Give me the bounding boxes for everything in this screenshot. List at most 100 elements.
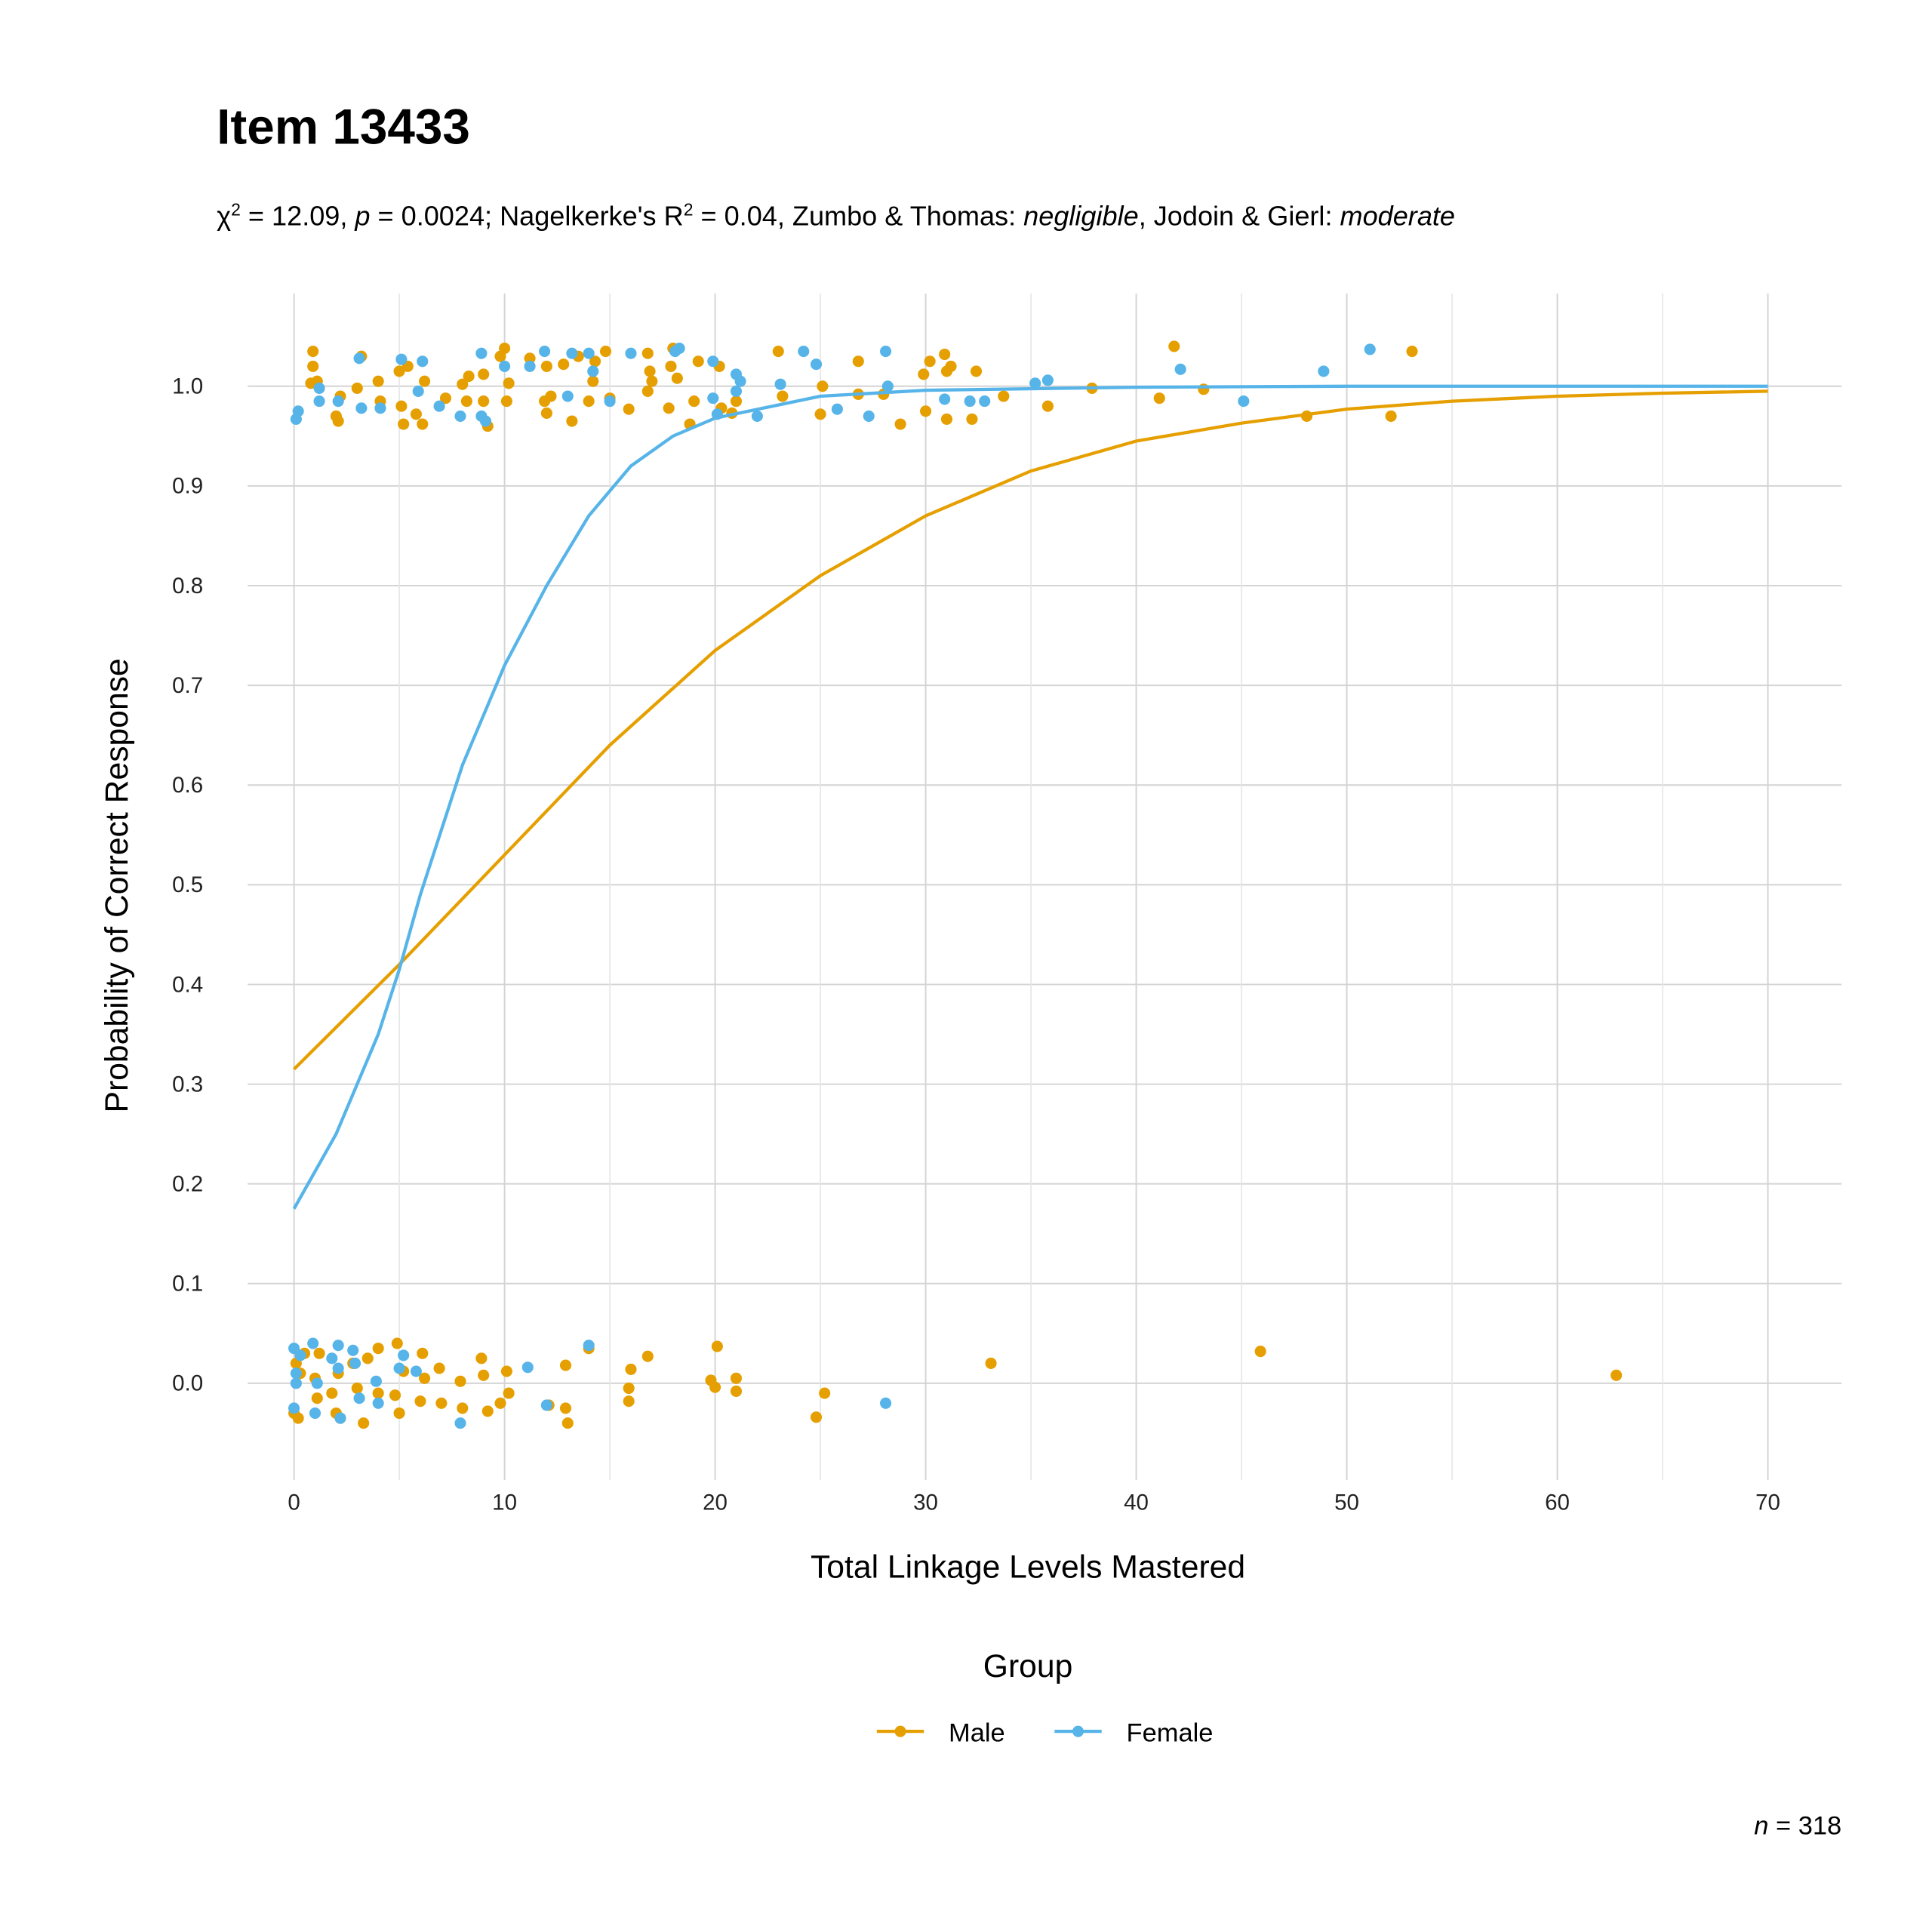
- x-tick-label: 0: [288, 1490, 300, 1515]
- data-point: [711, 408, 723, 420]
- legend-label: Male: [949, 1718, 1005, 1747]
- y-tick-label: 0.1: [172, 1272, 203, 1297]
- data-point: [688, 395, 700, 408]
- fit-curve: [293, 389, 1768, 1071]
- data-point: [730, 1372, 743, 1384]
- data-point: [332, 1362, 344, 1374]
- data-point: [351, 382, 363, 394]
- data-point: [393, 365, 405, 377]
- fit-curve: [292, 384, 1768, 1210]
- data-point: [587, 365, 599, 377]
- data-point: [307, 360, 319, 372]
- data-point: [395, 353, 408, 365]
- data-point: [499, 343, 511, 355]
- data-point: [288, 1402, 300, 1414]
- data-point: [393, 1407, 405, 1420]
- data-point: [457, 378, 469, 390]
- data-point: [558, 358, 570, 371]
- data-point: [940, 413, 953, 425]
- data-point: [463, 371, 475, 383]
- data-point: [583, 395, 595, 408]
- data-point: [604, 395, 616, 408]
- data-point: [641, 347, 654, 359]
- x-tick-label: 20: [703, 1490, 728, 1515]
- data-point: [410, 408, 422, 420]
- data-point: [500, 1365, 512, 1377]
- data-point: [307, 1337, 319, 1349]
- data-point: [1168, 340, 1180, 352]
- y-tick-label: 1.0: [172, 374, 203, 399]
- data-point: [524, 360, 536, 372]
- data-point: [349, 1357, 361, 1370]
- y-tick-label: 0.6: [172, 773, 203, 798]
- legend-dot: [894, 1725, 906, 1737]
- data-point: [479, 415, 492, 427]
- data-point: [587, 375, 599, 387]
- data-point: [355, 402, 368, 414]
- data-point: [918, 368, 930, 380]
- data-point: [814, 408, 826, 420]
- data-point: [309, 1407, 321, 1420]
- marks: [288, 340, 1768, 1429]
- data-point: [1198, 383, 1210, 395]
- data-point: [398, 1349, 410, 1361]
- data-point: [374, 402, 386, 414]
- x-tick-label: 50: [1334, 1490, 1359, 1515]
- data-point: [539, 345, 551, 358]
- subtitle-sup: 2: [231, 200, 241, 220]
- data-point: [583, 1340, 595, 1352]
- data-point: [707, 392, 719, 405]
- data-point: [625, 1363, 637, 1375]
- y-tick-label: 0.3: [172, 1072, 203, 1097]
- data-point: [307, 345, 319, 358]
- data-point: [412, 385, 424, 397]
- data-point: [358, 1417, 370, 1429]
- legend-dot: [1072, 1725, 1084, 1737]
- data-point: [478, 368, 490, 380]
- data-point: [673, 343, 685, 355]
- data-point: [1041, 400, 1054, 412]
- data-point: [454, 1375, 466, 1387]
- data-point: [1611, 1369, 1623, 1381]
- data-point: [810, 1411, 823, 1423]
- data-point: [503, 1387, 515, 1399]
- data-point: [920, 405, 932, 417]
- data-point: [663, 402, 675, 414]
- data-point: [361, 1352, 374, 1364]
- data-point: [939, 348, 951, 361]
- data-point: [351, 1382, 363, 1395]
- data-point: [1238, 395, 1250, 408]
- data-point: [1385, 410, 1397, 422]
- data-point: [561, 1417, 574, 1429]
- y-tick-label: 0.0: [172, 1371, 203, 1396]
- data-point: [417, 418, 429, 430]
- data-point: [711, 1340, 723, 1352]
- data-point: [810, 358, 823, 371]
- data-point: [1174, 363, 1186, 375]
- data-point: [665, 360, 677, 372]
- y-tick-label: 0.8: [172, 574, 203, 598]
- data-point: [524, 352, 536, 365]
- data-point: [979, 395, 991, 408]
- data-point: [819, 1387, 831, 1399]
- data-point: [998, 390, 1010, 402]
- data-point: [945, 360, 957, 372]
- data-point: [561, 390, 574, 402]
- y-axis-title: Probability of Correct Response: [99, 658, 135, 1112]
- data-point: [475, 1352, 488, 1364]
- data-point: [559, 1402, 572, 1414]
- data-point: [623, 1395, 635, 1407]
- data-point: [881, 380, 894, 392]
- data-point: [540, 1399, 552, 1411]
- data-point: [347, 1344, 359, 1356]
- data-point: [521, 1361, 534, 1374]
- subtitle-part: χ: [217, 201, 231, 232]
- chart-title: Item 13433: [217, 99, 470, 154]
- data-point: [460, 395, 472, 408]
- data-point: [454, 1417, 466, 1429]
- data-point: [313, 395, 325, 408]
- data-point: [290, 1367, 302, 1380]
- data-point: [419, 375, 431, 387]
- data-point: [566, 415, 578, 427]
